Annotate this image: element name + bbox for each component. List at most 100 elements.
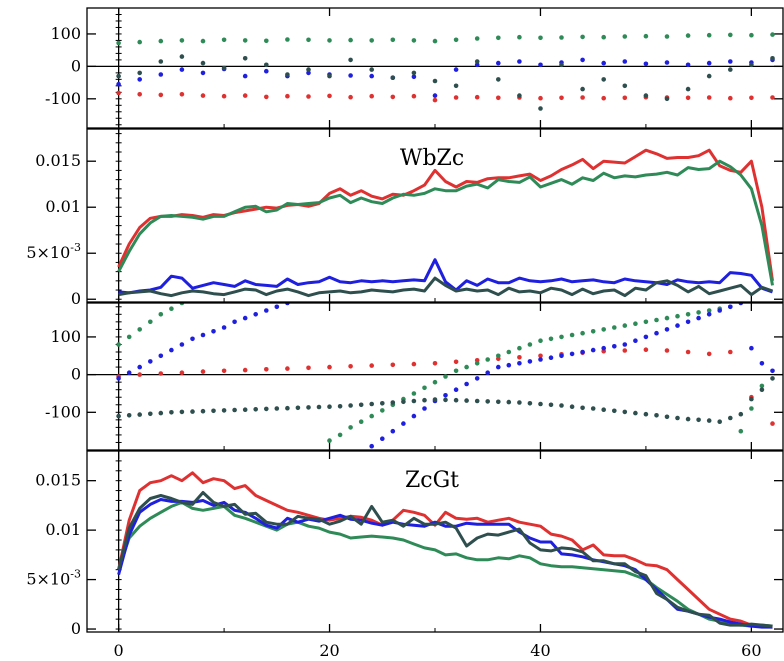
point-blue (485, 370, 491, 376)
point-blue (179, 342, 185, 347)
point-blue (496, 60, 501, 66)
point-red (749, 95, 754, 101)
point-dark (728, 415, 733, 421)
point-red (453, 359, 459, 365)
point-blue (453, 67, 459, 72)
point-blue (517, 59, 522, 64)
point-dark (221, 65, 227, 71)
point-blue (453, 387, 459, 393)
point-red (411, 93, 417, 99)
point-green (200, 38, 206, 44)
point-dark (696, 417, 701, 423)
point-green (538, 338, 543, 344)
point-green (285, 37, 290, 42)
point-dark (306, 67, 311, 72)
point-red (306, 94, 311, 99)
point-dark (158, 410, 164, 416)
point-dark (337, 404, 343, 409)
point-dark (559, 62, 564, 68)
point-dark (348, 57, 353, 63)
point-dark (506, 399, 512, 405)
point-dark (432, 78, 438, 84)
point-red (685, 349, 691, 355)
point-dark (612, 408, 617, 414)
point-dark (517, 93, 522, 98)
point-dark (221, 408, 227, 413)
point-dark (601, 77, 606, 82)
point-green (380, 408, 385, 413)
point-red (432, 361, 438, 366)
point-dark (285, 405, 290, 411)
point-red (242, 93, 248, 98)
point-dark (485, 399, 491, 404)
point-blue (517, 361, 522, 366)
point-green (527, 342, 533, 347)
point-blue (369, 73, 375, 79)
point-red (158, 371, 164, 376)
point-red (369, 93, 375, 99)
point-dark (200, 408, 206, 414)
point-red (770, 421, 775, 426)
point-dark (717, 419, 722, 425)
point-red (306, 365, 311, 371)
point-blue (264, 68, 269, 74)
point-red (517, 355, 522, 360)
point-red (158, 92, 164, 98)
point-green (242, 38, 248, 43)
point-dark (601, 407, 606, 413)
point-green (411, 391, 417, 396)
point-dark (685, 86, 691, 92)
point-dark (496, 77, 501, 82)
plot-area (116, 32, 775, 111)
point-dark (749, 396, 754, 402)
point-green (116, 342, 121, 347)
point-green (559, 35, 564, 40)
point-dark (759, 387, 765, 393)
point-dark (380, 401, 385, 406)
point-dark (770, 56, 775, 61)
point-dark (580, 405, 585, 411)
point-green (422, 385, 427, 391)
point-dark (643, 411, 649, 417)
y-tick-label: 0 (71, 56, 81, 75)
point-dark (432, 397, 438, 402)
point-blue (369, 443, 375, 449)
point-blue (527, 359, 533, 364)
series-line-green (117, 159, 774, 286)
y-tick-label: 0 (71, 289, 81, 308)
point-blue (633, 338, 638, 344)
point-red (348, 94, 353, 100)
point-blue (728, 304, 733, 310)
point-dark (538, 401, 543, 407)
point-green (517, 34, 522, 40)
point-blue (116, 376, 121, 381)
y-tick-label: 0.01 (45, 197, 81, 216)
point-blue (559, 353, 564, 359)
panel-frame (86, 128, 784, 303)
point-red (348, 364, 353, 369)
plot-area (116, 297, 775, 449)
point-red (706, 351, 712, 357)
point-dark (285, 72, 290, 77)
point-green (169, 306, 174, 312)
point-dark (169, 410, 174, 415)
point-dark (264, 406, 269, 412)
point-green (738, 428, 744, 434)
point-red (622, 348, 628, 353)
point-dark (295, 405, 301, 411)
point-blue (296, 297, 301, 302)
point-red (432, 97, 438, 103)
point-green (569, 332, 575, 338)
series-line-dark (117, 491, 773, 628)
point-dark (559, 403, 564, 408)
point-red (728, 349, 733, 355)
point-blue (612, 344, 617, 349)
point-dark (179, 409, 185, 415)
point-green (485, 357, 491, 362)
point-blue (422, 406, 427, 411)
point-dark (401, 399, 406, 405)
y-tick-label: 0.01 (45, 520, 81, 539)
point-blue (580, 57, 585, 63)
point-blue (411, 413, 417, 419)
point-dark (390, 75, 396, 80)
